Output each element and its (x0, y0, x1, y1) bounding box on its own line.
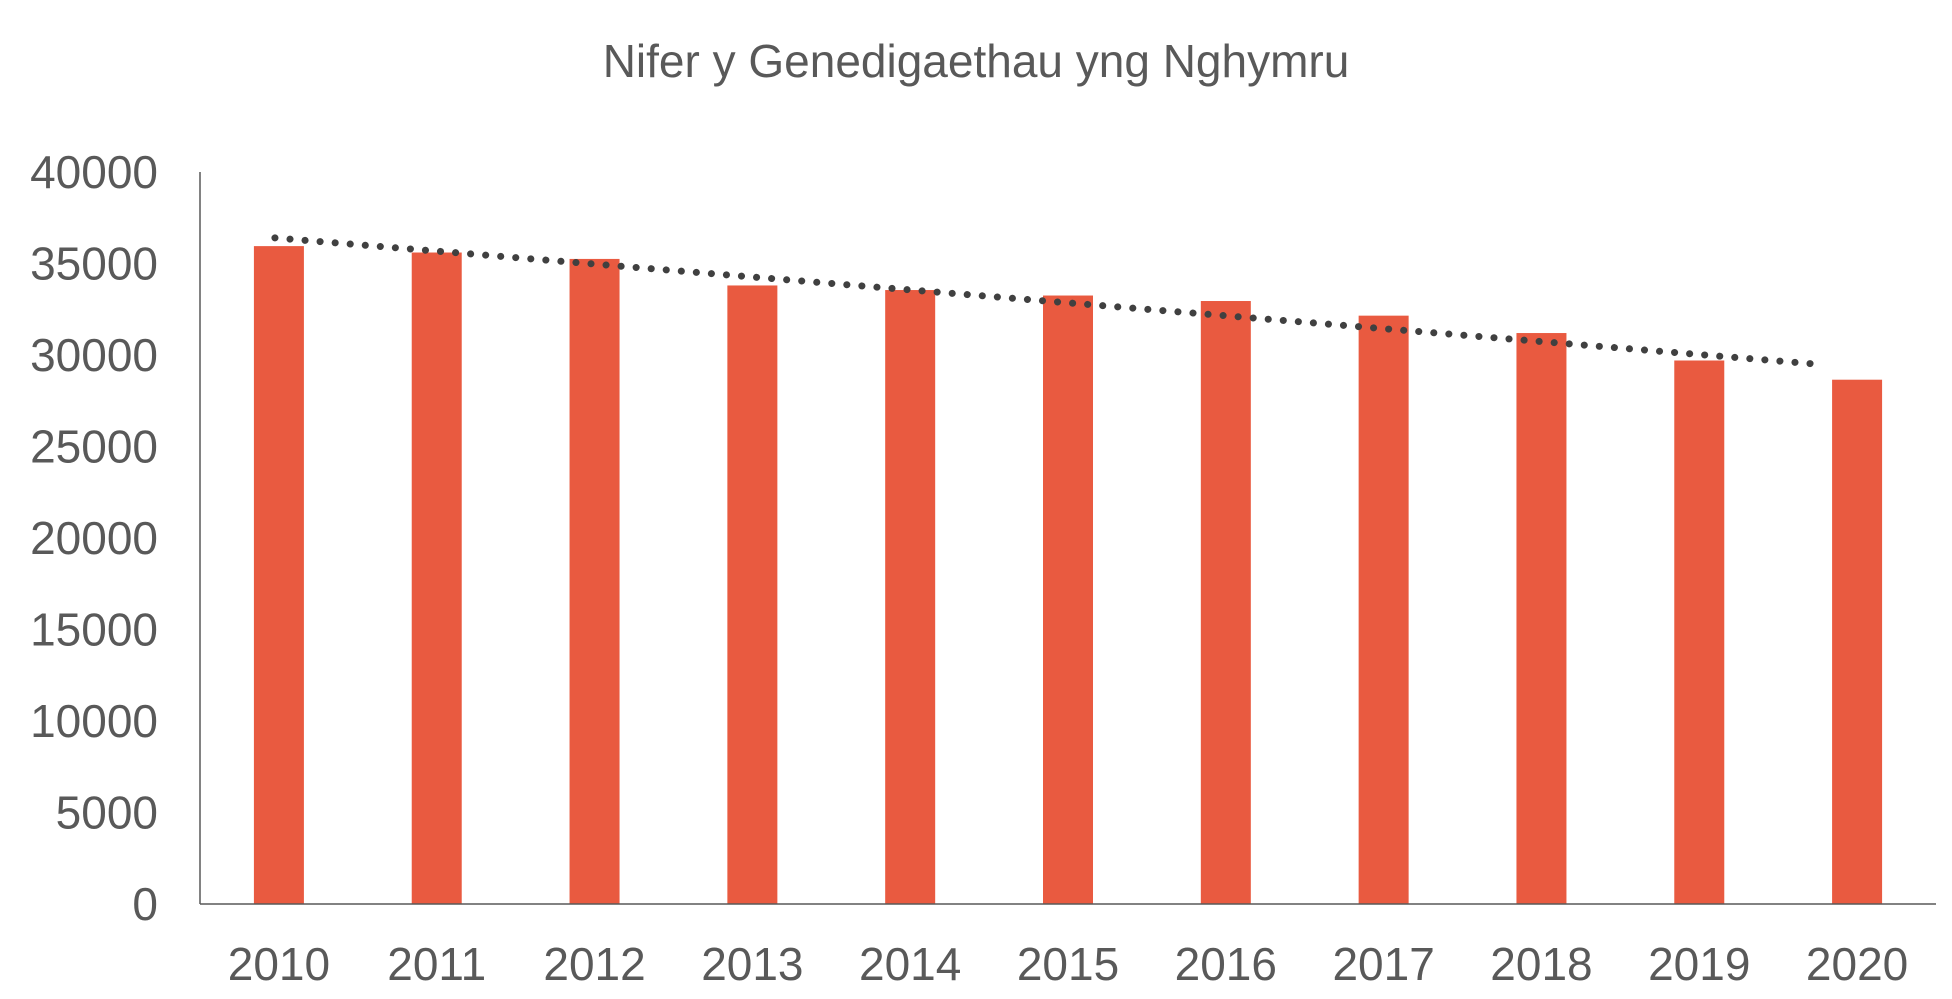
y-tick-label: 0 (132, 878, 158, 930)
trendline-layer (271, 234, 1821, 368)
bars-layer (253, 246, 1883, 905)
y-tick-label: 25000 (30, 421, 158, 473)
bar-2017 (1358, 315, 1409, 904)
x-tick-label: 2013 (701, 938, 803, 990)
x-tick-label: 2016 (1175, 938, 1277, 990)
bar-2015 (1043, 295, 1093, 904)
bar-2014 (885, 290, 936, 904)
x-tick-label: 2019 (1648, 938, 1750, 990)
y-tick-label: 40000 (30, 146, 158, 198)
axis-layer (199, 172, 1936, 905)
x-tick-label: 2015 (1017, 938, 1119, 990)
trendline (271, 234, 1821, 368)
y-tick-label: 20000 (30, 512, 158, 564)
x-tick-label: 2010 (228, 938, 330, 990)
bar-2019 (1674, 360, 1725, 904)
y-tick-label: 30000 (30, 329, 158, 381)
labels-layer: 0 5000 10000 15000 20000 25000 30000 35000 40000… (30, 146, 1908, 990)
bar-2012 (569, 258, 620, 904)
bar-2020 (1832, 379, 1883, 905)
y-tick-label: 35000 (30, 238, 158, 290)
x-tick-label: 2017 (1332, 938, 1434, 990)
chart-title: Nifer y Genedigaethau yng Nghymru (602, 35, 1350, 87)
y-tick-label: 15000 (30, 604, 158, 656)
bar-2011 (411, 252, 462, 904)
x-tick-label: 2018 (1490, 938, 1592, 990)
bar-2010 (253, 246, 304, 905)
bar-2016 (1200, 301, 1251, 904)
bar-2018 (1516, 333, 1567, 904)
y-tick-label: 5000 (56, 787, 158, 839)
y-tick-label: 10000 (30, 695, 158, 747)
x-tick-label: 2011 (387, 938, 486, 990)
x-tick-label: 2014 (859, 938, 961, 990)
x-tick-label: 2020 (1806, 938, 1908, 990)
bar-2013 (727, 285, 778, 905)
x-tick-label: 2012 (543, 938, 645, 990)
